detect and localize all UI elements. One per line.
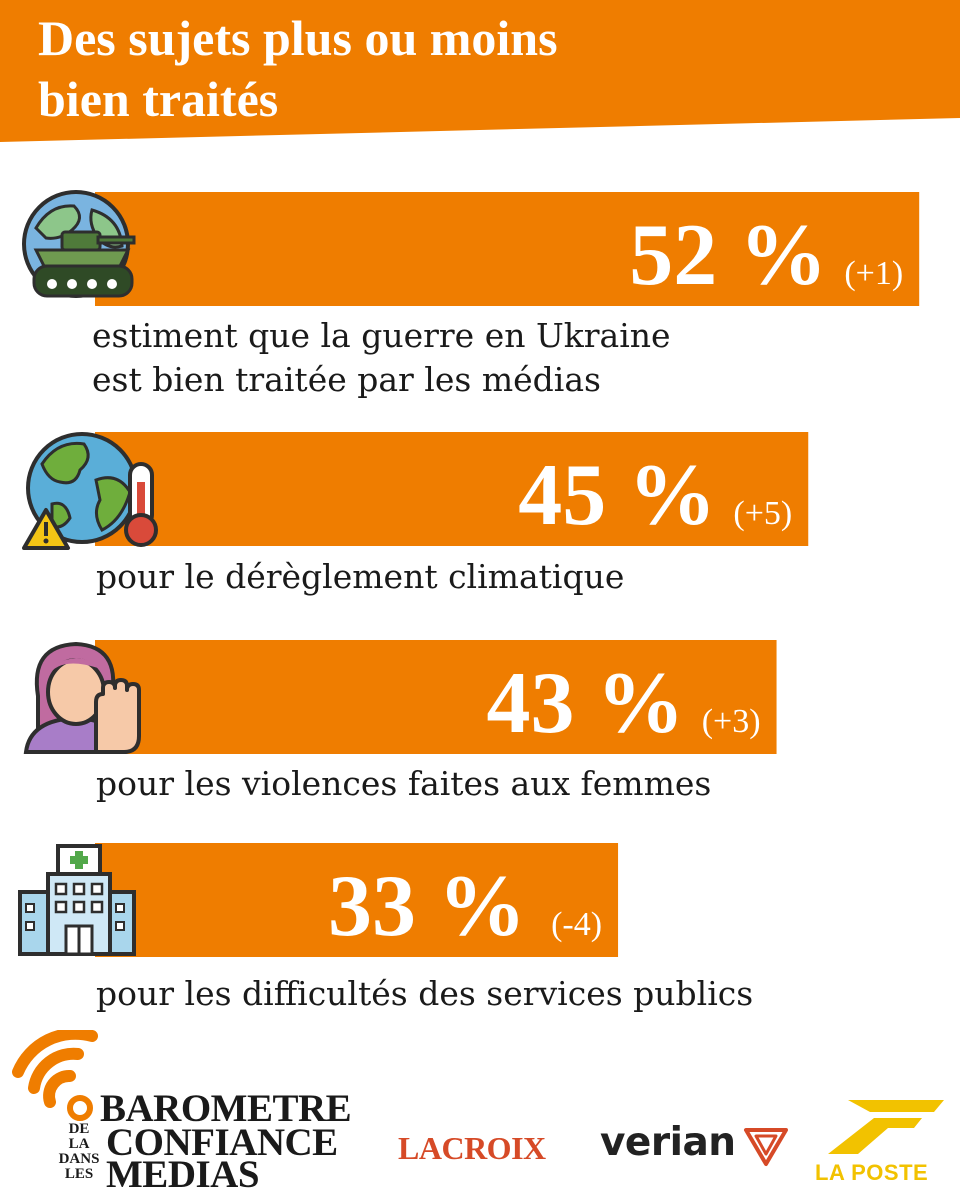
lacroix-logo: LACROIX	[398, 1130, 546, 1166]
footer-logos: DE LA DANS LES BAROMETRE CONFIANCE MEDIA…	[0, 1030, 960, 1200]
bar-value-label-1: 45 %	[518, 447, 716, 544]
bar-change-label-3: (-4)	[551, 906, 602, 943]
hospital-building-icon	[18, 844, 136, 956]
page-title: Des sujets plus ou moins bien traités	[38, 10, 558, 127]
bar-1	[95, 432, 809, 546]
bar-value-label-0: 52 %	[629, 207, 827, 304]
caption-public-services: pour les difficultés des services public…	[96, 974, 754, 1013]
earth-thermometer-icon	[22, 432, 158, 550]
verian-chevron-icon	[744, 1128, 788, 1166]
laposte-bird-icon	[828, 1100, 944, 1154]
barometre-line1: BAROMETRE	[100, 1087, 352, 1130]
caption-violence: pour les violences faites aux femmes	[96, 764, 712, 803]
barometre-line3: MEDIAS	[106, 1153, 260, 1196]
barometre-line2: CONFIANCE	[106, 1121, 338, 1164]
bar-change-label-2: (+3)	[702, 703, 761, 740]
globe-tank-icon	[22, 190, 136, 298]
bar-value-label-3: 33 %	[328, 858, 526, 955]
bar-0	[95, 192, 920, 306]
bar-change-label-0: (+1)	[844, 255, 903, 292]
bar-3	[95, 843, 619, 957]
bar-chart: (+1) 52 % (+5) 45 % (+3) 43 % (-4) 33 %	[95, 192, 920, 957]
barometre-logo: DE LA DANS LES BAROMETRE CONFIANCE MEDIA…	[10, 1030, 390, 1195]
caption-climate: pour le dérèglement climatique	[96, 557, 625, 596]
bar-value-label-2: 43 %	[487, 655, 685, 752]
bar-change-label-1: (+5)	[733, 495, 792, 532]
barometre-small-words: DE LA DANS LES	[58, 1121, 100, 1182]
bar-2	[95, 640, 777, 754]
laposte-logo: LA POSTE	[815, 1160, 929, 1185]
verian-logo: verian	[600, 1120, 736, 1165]
caption-ukraine: estiment que la guerre en Ukraine est bi…	[92, 316, 671, 399]
header-band	[0, 0, 960, 142]
signal-arcs-icon	[12, 1030, 98, 1121]
woman-stop-hand-icon	[23, 641, 141, 754]
